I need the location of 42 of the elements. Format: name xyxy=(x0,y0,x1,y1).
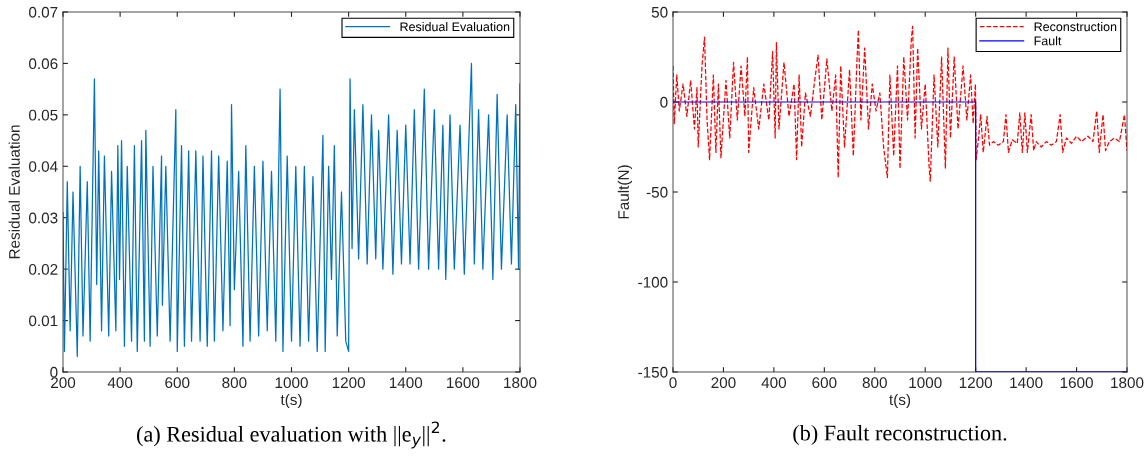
x-tick-label: 1200 xyxy=(959,377,993,389)
y-tick-label: 0.02 xyxy=(29,264,58,275)
x-axis-title: t(s) xyxy=(280,393,302,409)
y-axis-title: Residual Evaluation xyxy=(8,125,20,259)
y-tick-label: 50 xyxy=(651,6,668,18)
legend-label: Fault xyxy=(1034,36,1062,46)
x-tick-label: 1400 xyxy=(1010,377,1043,389)
y-tick-label: 0 xyxy=(50,366,58,378)
x-tick-label: 600 xyxy=(812,377,837,389)
x-tick-label: 600 xyxy=(165,377,190,389)
x-tick-label: 800 xyxy=(862,377,887,389)
x-tick-label: 1000 xyxy=(909,377,942,389)
y-tick-label: 0.05 xyxy=(29,109,58,121)
legend-label: Residual Evaluation xyxy=(400,22,510,32)
legend-label: Reconstruction xyxy=(1034,22,1117,32)
x-tick-label: 1600 xyxy=(1060,377,1093,389)
y-tick-label: 0.04 xyxy=(29,161,58,172)
x-tick-label: 1200 xyxy=(332,377,366,389)
x-tick-label: 400 xyxy=(107,377,133,389)
x-tick-label: 200 xyxy=(711,377,736,389)
y-tick-label: 0.01 xyxy=(29,315,58,327)
x-tick-label: 400 xyxy=(761,377,787,389)
x-tick-label: 1000 xyxy=(275,377,308,389)
x-tick-label: 200 xyxy=(51,377,76,389)
y-tick-label: -50 xyxy=(646,186,668,198)
y-tick-label: 0 xyxy=(660,96,668,108)
x-tick-label: 1600 xyxy=(447,377,480,389)
x-tick-label: 1400 xyxy=(389,377,423,389)
y-tick-label: 0.06 xyxy=(29,58,58,70)
line-series xyxy=(63,62,520,358)
y-tick-label: 0.03 xyxy=(29,212,58,224)
y-tick-label: 0.07 xyxy=(29,6,58,18)
x-axis-title: t(s) xyxy=(889,393,911,409)
x-tick-label: 1800 xyxy=(504,377,537,389)
y-tick-label: -100 xyxy=(638,276,668,288)
x-tick-label: 1800 xyxy=(1111,377,1144,389)
x-tick-label: 0 xyxy=(669,377,677,389)
y-tick-label: -150 xyxy=(638,366,668,378)
text: (a) Residual evaluation with ||e$_{y}$||$^{2}$. xyxy=(137,421,446,449)
text: (b) Fault reconstruction. xyxy=(793,424,1007,446)
y-axis-title: Fault(N) xyxy=(617,165,632,219)
x-tick-label: 800 xyxy=(222,377,247,389)
